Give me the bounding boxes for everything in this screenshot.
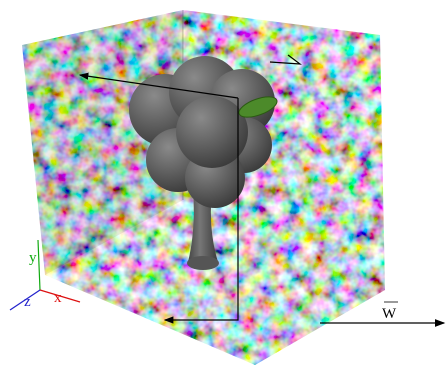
axis-label: z xyxy=(24,294,31,310)
wind-label: W xyxy=(382,306,397,322)
axis-label: y xyxy=(29,250,37,266)
scene: y x z W xyxy=(0,0,448,367)
axis-label: x xyxy=(54,290,62,306)
